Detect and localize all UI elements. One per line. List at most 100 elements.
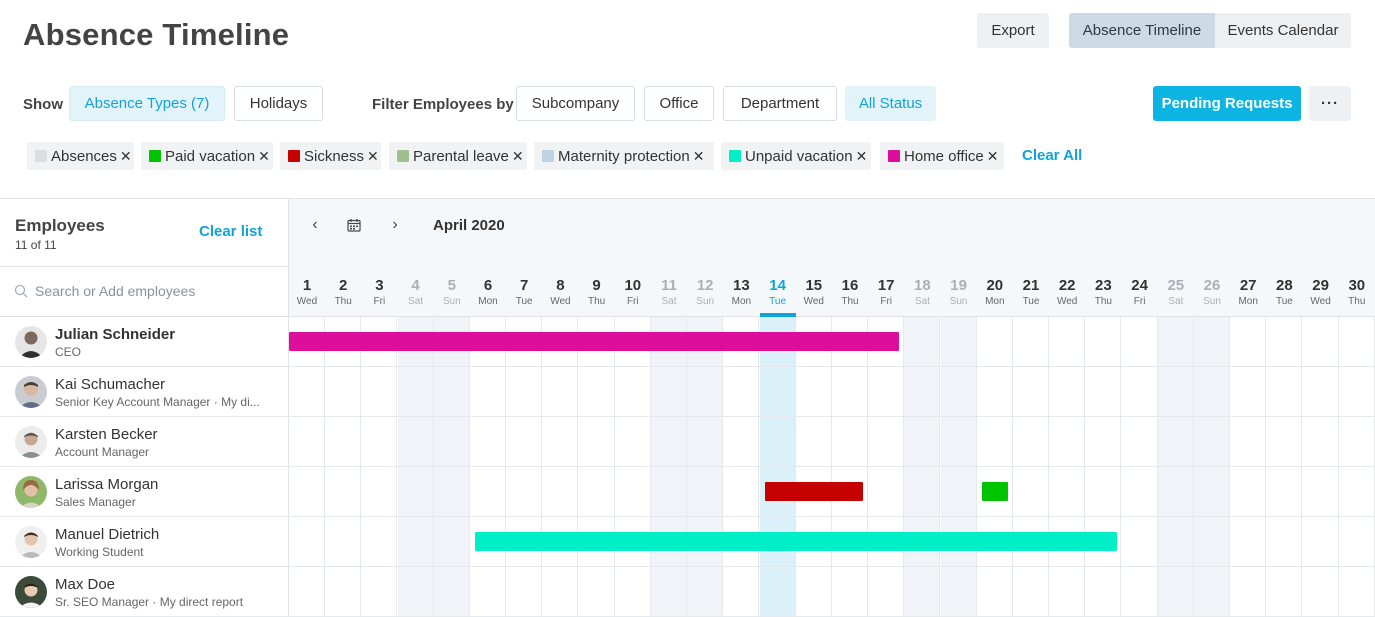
day-header-cell[interactable]: 16 Thu [832,267,868,317]
export-button[interactable]: Export [977,13,1049,48]
chip-parental-leave[interactable]: Parental leave ✕ [389,142,527,170]
day-header-cell[interactable]: 4 Sat [398,267,434,317]
day-header-cell[interactable]: 14 Tue [760,267,796,317]
day-column [579,317,615,617]
chip-maternity-protection[interactable]: Maternity protection ✕ [534,142,714,170]
day-name: Tue [1022,296,1040,307]
employee-row[interactable]: Larissa Morgan Sales Manager [0,467,289,517]
day-header-cell[interactable]: 9 Thu [579,267,615,317]
chip-swatch [288,150,300,162]
avatar [15,476,47,508]
day-name: Mon [985,296,1005,307]
avatar [15,376,47,408]
close-icon[interactable]: ✕ [258,148,270,164]
subcompany-button[interactable]: Subcompany [516,86,635,121]
day-header-cell[interactable]: 2 Thu [325,267,361,317]
calendar-icon[interactable] [347,218,361,232]
employee-row[interactable]: Karsten Becker Account Manager [0,417,289,467]
absence-bar[interactable] [289,332,900,351]
day-header-cell[interactable]: 1 Wed [289,267,325,317]
day-header-cell[interactable]: 7 Tue [506,267,542,317]
day-header-cell[interactable]: 23 Thu [1085,267,1121,317]
day-header-cell[interactable]: 25 Sat [1158,267,1194,317]
day-header-cell[interactable]: 12 Sun [687,267,723,317]
day-header-cell[interactable]: 13 Mon [723,267,759,317]
close-icon[interactable]: ✕ [855,148,868,164]
tab-absence-timeline[interactable]: Absence Timeline [1069,13,1215,48]
more-options-button[interactable]: ··· [1309,86,1351,121]
day-header-cell[interactable]: 6 Mon [470,267,506,317]
day-header-cell[interactable]: 5 Sun [434,267,470,317]
day-header-cell[interactable]: 21 Tue [1013,267,1049,317]
day-header-cell[interactable]: 20 Mon [977,267,1013,317]
day-header-cell[interactable]: 22 Wed [1049,267,1085,317]
day-header-cell[interactable]: 15 Wed [796,267,832,317]
day-column [1266,317,1303,617]
day-number: 7 [520,277,529,294]
office-button[interactable]: Office [644,86,714,121]
day-column [1049,317,1086,617]
day-header-cell[interactable]: 18 Sat [904,267,940,317]
day-column [1230,317,1267,617]
chip-paid-vacation[interactable]: Paid vacation ✕ [141,142,273,170]
day-name: Tue [769,296,787,307]
absence-types-button[interactable]: Absence Types (7) [69,86,225,121]
day-column [977,317,1013,617]
day-header-cell[interactable]: 30 Thu [1339,267,1375,317]
close-icon[interactable]: ✕ [692,148,705,164]
employee-name: Julian Schneider [55,326,176,343]
department-button[interactable]: Department [723,86,837,121]
clear-list-link[interactable]: Clear list [199,223,263,240]
status-button[interactable]: All Status [845,86,936,121]
day-header-cell[interactable]: 11 Sat [651,267,687,317]
close-icon[interactable]: ✕ [367,148,379,164]
employee-name: Kai Schumacher [55,376,166,393]
day-header-cell[interactable]: 19 Sun [941,267,977,317]
row-divider [289,366,1375,367]
absence-bar[interactable] [981,482,1008,501]
search-input[interactable] [35,280,275,302]
tab-events-calendar[interactable]: Events Calendar [1215,13,1351,48]
chip-home-office[interactable]: Home office ✕ [880,142,1004,170]
day-number: 23 [1095,277,1112,294]
day-header-cell[interactable]: 3 Fri [361,267,397,317]
avatar [15,326,47,358]
clear-all-link[interactable]: Clear All [1022,147,1083,164]
employee-role: Account Manager [55,445,150,459]
employee-row[interactable]: Julian Schneider CEO [0,317,289,367]
day-header-cell[interactable]: 24 Fri [1122,267,1158,317]
chip-absences[interactable]: Absences ✕ [27,142,134,170]
day-header-cell[interactable]: 17 Fri [868,267,904,317]
day-header-cell[interactable]: 26 Sun [1194,267,1230,317]
chip-unpaid-vacation[interactable]: Unpaid vacation ✕ [721,142,871,170]
absence-bar[interactable] [764,482,864,501]
day-header-cell[interactable]: 28 Tue [1266,267,1302,317]
close-icon[interactable]: ✕ [119,148,132,164]
close-icon[interactable]: ✕ [986,148,999,164]
day-number: 3 [375,277,384,294]
chip-sickness[interactable]: Sickness ✕ [280,142,381,170]
day-header-cell[interactable]: 8 Wed [542,267,578,317]
pending-requests-button[interactable]: Pending Requests [1153,86,1301,121]
day-name: Mon [731,296,752,307]
day-column [397,317,434,617]
day-header-cell[interactable]: 10 Fri [615,267,651,317]
close-icon[interactable]: ✕ [511,148,524,164]
chevron-left-icon[interactable]: ‹ [312,216,318,233]
day-header-cell[interactable]: 27 Mon [1230,267,1266,317]
employee-row[interactable]: Max Doe Sr. SEO Manager · My direct repo… [0,567,289,617]
chevron-right-icon[interactable]: › [392,216,398,233]
day-name: Fri [880,296,893,307]
employee-row[interactable]: Kai Schumacher Senior Key Account Manage… [0,367,289,417]
holidays-button[interactable]: Holidays [234,86,323,121]
day-column [687,317,724,617]
employee-row[interactable]: Manuel Dietrich Working Student [0,517,289,567]
chip-swatch [542,150,554,162]
day-header-cell[interactable]: 29 Wed [1303,267,1339,317]
absence-bar[interactable] [475,532,1117,551]
day-number: 17 [877,277,895,294]
day-number: 22 [1058,277,1076,294]
day-name: Sat [408,296,424,307]
day-number: 4 [411,277,420,294]
day-name: Sat [661,296,677,307]
